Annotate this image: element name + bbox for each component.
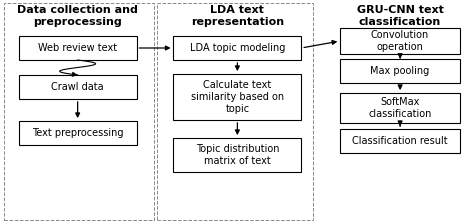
FancyBboxPatch shape [19, 75, 137, 99]
FancyBboxPatch shape [340, 93, 460, 123]
Text: Max pooling: Max pooling [371, 66, 430, 76]
Text: LDA text
representation: LDA text representation [191, 5, 284, 27]
FancyBboxPatch shape [173, 36, 301, 60]
Bar [156, 3, 313, 220]
Text: Data collection and
preprocessing: Data collection and preprocessing [17, 5, 138, 27]
Text: Calculate text
similarity based on
topic: Calculate text similarity based on topic [191, 81, 284, 114]
FancyBboxPatch shape [19, 36, 137, 60]
Bar [4, 3, 154, 220]
FancyBboxPatch shape [173, 74, 301, 120]
FancyBboxPatch shape [173, 138, 301, 172]
Text: Topic distribution
matrix of text: Topic distribution matrix of text [196, 144, 279, 166]
Text: Text preprocessing: Text preprocessing [32, 128, 123, 138]
FancyBboxPatch shape [340, 59, 460, 83]
Text: GRU-CNN text
classification: GRU-CNN text classification [356, 5, 444, 27]
Text: Crawl data: Crawl data [51, 82, 104, 92]
Text: Web review text: Web review text [38, 43, 117, 53]
FancyBboxPatch shape [340, 129, 460, 153]
Text: LDA topic modeling: LDA topic modeling [190, 43, 285, 53]
Text: Classification result: Classification result [352, 136, 448, 146]
FancyBboxPatch shape [340, 28, 460, 54]
Text: Convolution
operation: Convolution operation [371, 30, 429, 52]
Text: SoftMax
classification: SoftMax classification [368, 97, 432, 119]
FancyBboxPatch shape [19, 121, 137, 145]
